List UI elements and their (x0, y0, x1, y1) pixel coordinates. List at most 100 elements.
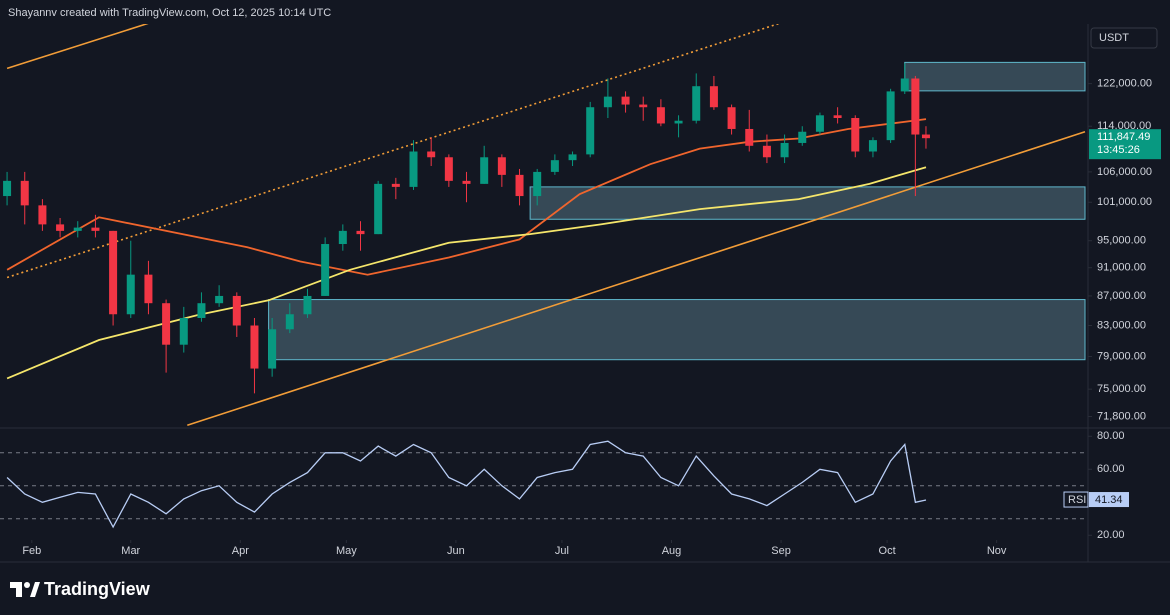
candle-body (250, 325, 259, 369)
candle-body (568, 154, 577, 161)
candle-body (338, 230, 347, 245)
candle-body (886, 91, 895, 141)
rsi-pane (0, 440, 1088, 529)
candle-body (215, 295, 224, 304)
candle-body (780, 142, 789, 158)
x-tick-label: Jul (555, 545, 569, 557)
y-tick-label: 83,000.00 (1097, 319, 1146, 331)
logo (10, 582, 40, 597)
candle-body (179, 317, 188, 345)
rsi-value-label: 41.34 (1095, 494, 1123, 506)
y-tick-label: 87,000.00 (1097, 290, 1146, 302)
y-tick-label: 122,000.00 (1097, 78, 1152, 90)
x-tick-label: Feb (22, 545, 41, 557)
y-tick-label: 80.00 (1097, 430, 1125, 442)
unit-label: USDT (1099, 32, 1129, 44)
candle-body (550, 160, 559, 172)
candle-body (56, 224, 65, 231)
candle-body (109, 230, 118, 315)
candle-body (232, 295, 241, 326)
rsi-line (6, 440, 927, 529)
candle-body (900, 78, 909, 92)
candle-body (639, 104, 648, 108)
y-tick-label: 60.00 (1097, 463, 1125, 475)
candle-body (462, 180, 471, 184)
y-tick-label: 20.00 (1097, 529, 1125, 541)
x-tick-label: Sep (771, 545, 791, 557)
candle-body (533, 171, 542, 197)
trendline (6, 24, 149, 70)
candle-body (162, 303, 171, 345)
last-price-box (1089, 129, 1161, 160)
y-tick-label: 91,000.00 (1097, 262, 1146, 274)
header-text: Shayannv created with TradingView.com, O… (8, 7, 331, 19)
x-tick-label: Aug (662, 545, 682, 557)
x-tick-label: Mar (121, 545, 140, 557)
candle-body (391, 183, 400, 187)
y-tick-label: 114,000.00 (1097, 120, 1151, 132)
unit-box (1090, 27, 1158, 49)
zone (904, 61, 1086, 92)
candle-body (303, 295, 312, 315)
candle-body (727, 107, 736, 129)
candle-body (20, 180, 29, 206)
candle-body (921, 134, 930, 139)
candle-body (851, 118, 860, 152)
candle-body (321, 244, 330, 296)
y-tick-label: 71,800.00 (1097, 410, 1146, 422)
y-tick-label: 75,000.00 (1097, 383, 1146, 395)
candle-body (285, 314, 294, 330)
candle-body (356, 230, 365, 235)
trendline (6, 24, 781, 279)
x-tick-label: Jun (447, 545, 465, 557)
candle-body (833, 115, 842, 119)
rsi-name-box (1063, 491, 1089, 508)
y-tick-label: 95,000.00 (1097, 235, 1146, 247)
candle-body (374, 183, 383, 235)
candle-body (268, 329, 277, 369)
brand: TradingView (44, 579, 151, 599)
candle-body (911, 78, 920, 135)
candle-body (603, 96, 612, 108)
candle-body (621, 96, 630, 105)
zone (268, 299, 1086, 361)
last-price-label: 111,847.49 (1097, 131, 1150, 143)
candle-body (38, 205, 47, 225)
trendline (187, 130, 1086, 427)
rsi-name: RSI (1068, 494, 1086, 506)
candle-body (762, 145, 771, 158)
x-tick-label: May (336, 545, 357, 557)
moving-average (6, 118, 927, 276)
candle-body (515, 174, 524, 197)
candle-body (409, 151, 418, 187)
logo-part (16, 582, 22, 597)
candle-body (692, 86, 701, 121)
candle-body (427, 151, 436, 158)
candle-body (868, 140, 877, 152)
candle-body (586, 107, 595, 155)
zone (529, 186, 1086, 220)
candle-body (656, 107, 665, 124)
rsi-value-box (1089, 492, 1129, 508)
candle-body (497, 157, 506, 175)
y-tick-label: 106,000.00 (1097, 166, 1152, 178)
countdown-label: 13:45:26 (1097, 144, 1140, 156)
logo-part (30, 582, 40, 597)
x-tick-label: Oct (879, 545, 896, 557)
candle-body (197, 303, 206, 318)
candle-body (144, 274, 153, 304)
candle-body (745, 128, 754, 146)
candle-body (73, 227, 82, 231)
x-tick-label: Nov (987, 545, 1007, 557)
candle-body (480, 157, 489, 184)
y-tick-label: 79,000.00 (1097, 350, 1146, 362)
candle-body (709, 86, 718, 108)
candle-body (91, 227, 100, 231)
y-tick-label: 101,000.00 (1097, 196, 1152, 208)
candle-body (815, 115, 824, 132)
logo-part (24, 582, 30, 588)
candle-body (674, 120, 683, 124)
